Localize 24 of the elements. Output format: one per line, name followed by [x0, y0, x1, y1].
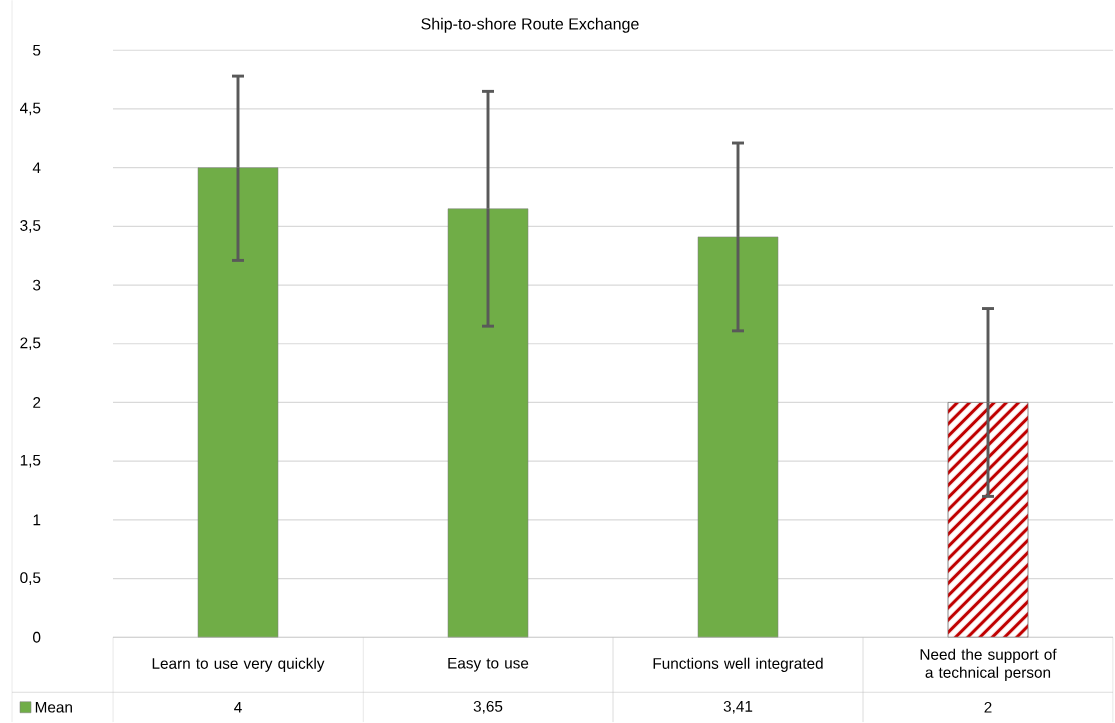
legend-label: Mean: [35, 702, 72, 713]
bar: [197, 167, 279, 638]
data-label: 3,65: [473, 701, 503, 714]
y-tick-label: 2,5: [20, 337, 41, 351]
y-tick-label: 1: [33, 514, 41, 526]
x-tick-label: Functions well integrated: [653, 657, 823, 673]
y-tick-label: 0,5: [20, 572, 41, 586]
y-tick-label: 4: [32, 162, 41, 174]
x-tick-label: Easy to use: [448, 658, 529, 672]
y-tick-label: 4,5: [20, 102, 41, 116]
data-label: 4: [234, 702, 242, 713]
bar: [447, 208, 529, 638]
x-tick-label: Need the support of a technical person: [920, 648, 1057, 682]
bar: [697, 236, 779, 638]
y-tick-label: 3: [33, 279, 41, 291]
y-tick-label: 0: [33, 632, 41, 643]
x-tick-label: Learn to use very quickly: [152, 657, 325, 673]
y-tick-label: 3,5: [20, 220, 41, 233]
data-label: 3,41: [723, 701, 753, 714]
y-tick-label: 2: [33, 397, 41, 409]
y-tick-label: 1,5: [20, 455, 41, 468]
data-label: 2: [984, 702, 992, 713]
y-tick-label: 5: [33, 45, 41, 56]
chart-title: Ship-to-shore Route Exchange: [421, 18, 639, 33]
